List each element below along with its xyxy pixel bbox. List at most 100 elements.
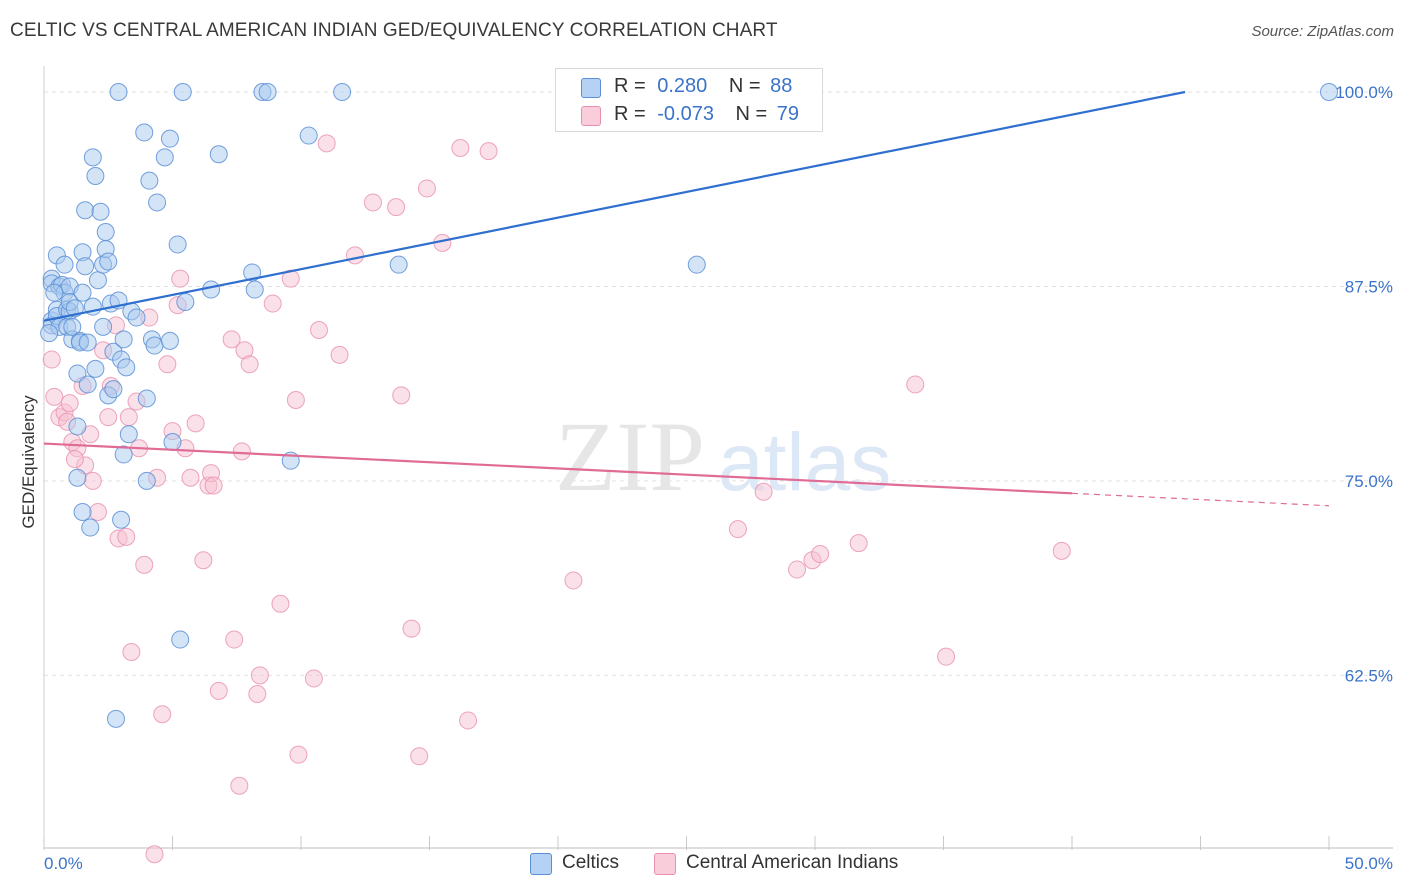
celtic-point: [127, 308, 146, 327]
x-tick-label: 0.0%: [44, 854, 83, 873]
celtic-point: [96, 223, 115, 241]
legend-label-celtics: Celtics: [562, 852, 620, 873]
series-celtics: [40, 83, 1338, 728]
celtic-point: [99, 252, 118, 271]
celtic-trend-line: [43, 90, 1186, 322]
y-axis-label: GED/Equivalency: [19, 395, 38, 529]
celtic-point: [73, 283, 92, 302]
celtic-point: [155, 148, 174, 167]
celtic-point: [65, 299, 84, 318]
trend-lines: [43, 90, 1330, 507]
legend-r-label: R =: [614, 75, 646, 97]
cai-point: [153, 705, 172, 724]
celtic-point: [104, 380, 123, 399]
cai-point: [937, 647, 956, 666]
cai-point: [248, 685, 267, 703]
source-credit: Source: ZipAtlas.com: [1251, 23, 1394, 40]
legend-n-label: N =: [728, 75, 761, 97]
celtic-point: [140, 171, 159, 190]
tick-labels: 62.5% 75.0% 87.5% 100.0% 0.0% 50.0%: [44, 83, 1393, 873]
celtic-point: [94, 317, 113, 336]
cai-point: [88, 503, 107, 521]
cai-point: [117, 527, 136, 546]
cai-point: [317, 134, 336, 153]
cai-point: [135, 555, 154, 574]
cai-swatch: [581, 106, 601, 126]
celtic-point: [117, 358, 136, 377]
series-central-american-indians: [42, 134, 1071, 864]
cai-point: [728, 520, 747, 539]
legend-r-value: 0.280: [657, 75, 708, 97]
y-tick-label: 87.5%: [1345, 277, 1393, 296]
celtic-point: [173, 83, 192, 101]
celtic-point: [168, 235, 187, 254]
cai-point: [181, 468, 200, 487]
celtic-point: [86, 359, 105, 378]
series-legend: Celtics Central American Indians: [0, 852, 1406, 878]
cai-point: [42, 350, 61, 369]
cai-point: [99, 408, 118, 427]
celtic-point: [55, 255, 74, 274]
cai-point: [209, 681, 228, 700]
cai-point: [402, 619, 421, 638]
cai-point: [345, 246, 364, 265]
y-tick-label: 75.0%: [1345, 472, 1393, 491]
cai-point: [564, 571, 583, 590]
cai-point: [122, 643, 141, 661]
cai-point: [754, 482, 773, 501]
legend-label-cai: Central American Indians: [686, 852, 899, 873]
cai-point: [263, 294, 282, 313]
cai-point: [45, 387, 64, 406]
celtic-point: [106, 709, 125, 728]
celtic-point: [389, 255, 408, 274]
celtic-point: [160, 331, 179, 350]
cai-trend-line: [43, 442, 1073, 495]
celtic-point: [137, 389, 156, 408]
cai-point: [65, 450, 84, 469]
legend-r-label: R =: [614, 103, 646, 125]
y-tick-label: 62.5%: [1345, 666, 1393, 685]
celtic-point: [258, 83, 277, 101]
cai-point: [309, 321, 328, 339]
cai-point: [186, 414, 205, 433]
celtic-point: [91, 202, 110, 221]
correlation-legend: R = 0.280 N = 88 R = -0.073 N = 79: [555, 68, 823, 132]
cai-point: [230, 776, 249, 795]
watermark: ZIP atlas: [555, 401, 891, 512]
celtic-point: [137, 471, 156, 490]
watermark-atlas: atlas: [718, 417, 891, 508]
cai-point: [225, 630, 244, 649]
cai-point: [250, 666, 269, 685]
legend-n-value: 79: [776, 103, 800, 125]
celtic-point: [148, 193, 167, 212]
cai-point: [271, 594, 290, 613]
cai-point: [289, 745, 308, 764]
celtic-point: [63, 317, 82, 336]
celtic-point: [86, 167, 105, 185]
celtics-swatch: [581, 78, 601, 98]
cai-point: [286, 391, 305, 409]
cai-point: [363, 193, 382, 212]
celtic-point: [76, 257, 95, 276]
y-tick-label: 100.0%: [1335, 83, 1393, 102]
celtic-point: [119, 425, 138, 444]
celtic-point: [160, 129, 179, 148]
cai-point: [330, 345, 349, 364]
legend-n-value: 88: [770, 75, 793, 97]
cai-point: [849, 534, 868, 553]
cai-point: [240, 355, 259, 374]
celtic-point: [245, 280, 264, 299]
celtic-point: [1320, 83, 1338, 101]
cai-point: [479, 142, 498, 161]
celtic-point: [45, 283, 64, 302]
celtic-point: [68, 417, 87, 436]
chart-title: CELTIC VS CENTRAL AMERICAN INDIAN GED/EQ…: [10, 20, 778, 41]
cai-trend-extension: [1071, 492, 1330, 507]
cai-point: [204, 476, 223, 495]
cai-swatch: [654, 853, 676, 875]
celtic-point: [78, 375, 97, 394]
watermark-zip: ZIP: [555, 401, 705, 512]
cai-point: [222, 330, 241, 349]
celtic-point: [83, 148, 102, 167]
